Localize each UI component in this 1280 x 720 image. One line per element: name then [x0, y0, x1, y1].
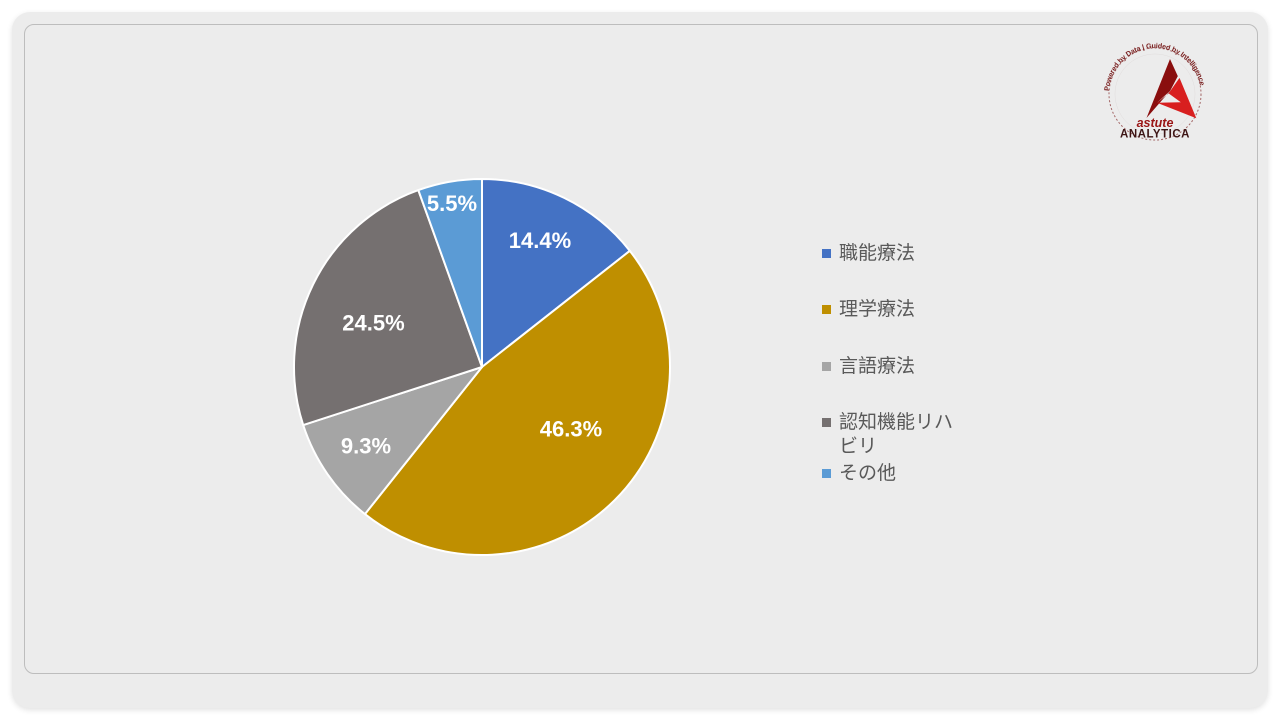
svg-text:9.3%: 9.3%	[341, 434, 391, 459]
svg-text:14.4%: 14.4%	[509, 228, 571, 253]
svg-text:46.3%: 46.3%	[540, 417, 602, 442]
svg-text:5.5%: 5.5%	[427, 191, 477, 216]
svg-text:Powered by Data | Guided by In: Powered by Data | Guided by Intelligence	[1103, 42, 1206, 91]
svg-text:ANALYTICA: ANALYTICA	[1120, 129, 1190, 141]
svg-text:24.5%: 24.5%	[342, 311, 404, 336]
